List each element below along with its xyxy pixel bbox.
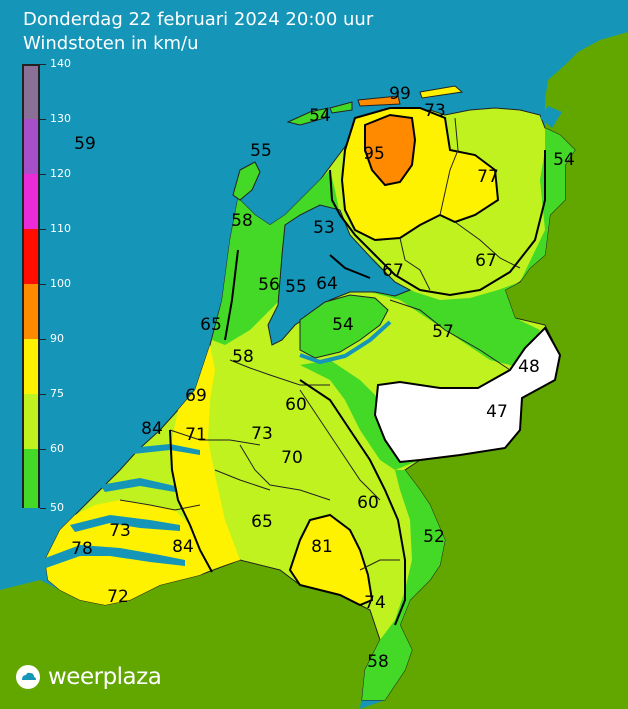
station-value-ijmuiden: 65 [200, 315, 222, 335]
legend-tick-label: 110 [50, 222, 71, 235]
legend-tick-label: 140 [50, 57, 71, 70]
legend-tick [40, 174, 46, 175]
legend-band-120-130 [24, 119, 38, 174]
legend-tick [40, 229, 46, 230]
station-value-den-helder: 58 [231, 211, 253, 231]
nl-zone-white [373, 326, 562, 464]
station-value-stavoren: 53 [313, 218, 335, 238]
station-value-herwijnen: 70 [281, 448, 303, 468]
legend-tick-label: 60 [50, 442, 64, 455]
legend-band-100-110 [24, 229, 38, 284]
station-value-volkel: 60 [357, 493, 379, 513]
legend-tick [40, 508, 46, 509]
legend-tick [40, 284, 46, 285]
legend-band-75-90 [24, 339, 38, 394]
station-value-woensdrecht: 84 [172, 537, 194, 557]
station-value-leeuwarden: 95 [363, 144, 385, 164]
legend-band-130-140 [24, 66, 38, 121]
station-value-ameland: 99 [389, 84, 411, 104]
nl-zone-yellow-west [170, 345, 240, 570]
legend-band-50-60 [24, 449, 38, 508]
germany-land [360, 32, 628, 709]
legend-tick [40, 449, 46, 450]
weerplaza-logo: weerplaza [14, 664, 162, 690]
westerschelde [40, 545, 185, 568]
nieuwe-waterweg [130, 444, 200, 455]
logo-text: weerplaza [48, 664, 162, 690]
map-title: Donderdag 22 februari 2024 20:00 uur [23, 9, 374, 30]
station-value-eindhoven: 81 [311, 537, 333, 557]
legend-tick-label: 50 [50, 501, 64, 514]
station-value-nieuw-beerta: 54 [553, 150, 575, 170]
station-value-hengelo-north: 57 [432, 322, 454, 342]
station-value-rotterdam: 71 [185, 425, 207, 445]
province-borders [119, 117, 521, 571]
station-value-ell: 74 [364, 593, 386, 613]
station-value-de-bilt: 73 [251, 424, 273, 444]
station-value-cadzand: 78 [71, 539, 93, 559]
station-value-dronten: 54 [332, 315, 354, 335]
island-ameland [357, 95, 401, 107]
randmeren [299, 320, 392, 365]
legend-tick-label: 120 [50, 167, 71, 180]
station-value-westdorpe: 72 [107, 587, 129, 607]
station-value-valkenburg: 69 [185, 386, 207, 406]
station-value-hupsel: 47 [486, 402, 508, 422]
legend-tick [40, 339, 46, 340]
oosterschelde [70, 515, 180, 532]
station-value-eelde: 77 [477, 167, 499, 187]
nl-zone-orange [364, 113, 417, 187]
island-terschelling [329, 101, 353, 114]
station-value-venlo: 52 [423, 527, 445, 547]
island-vlieland [286, 107, 329, 126]
island-texel [232, 161, 261, 201]
station-value-hoek-van-holland: 84 [141, 419, 163, 439]
weerplaza-cloud-icon [16, 665, 40, 689]
legend-band-110-120 [24, 174, 38, 229]
station-value-gilze-rijen: 65 [251, 512, 273, 532]
station-value-wijdenes: 56 [258, 275, 280, 295]
legend-tick [40, 119, 46, 120]
station-value-maastricht: 58 [367, 652, 389, 672]
station-value-deelen: 60 [285, 395, 307, 415]
station-value-houtribdijk: 55 [285, 277, 307, 297]
station-value-texel: 55 [250, 141, 272, 161]
station-value-vlieland: 54 [309, 106, 331, 126]
legend-tick [40, 394, 46, 395]
legend-tick [40, 64, 46, 65]
legend-tick-label: 90 [50, 332, 64, 345]
belgium-land [0, 560, 380, 709]
nl-zone-green-east [520, 128, 575, 282]
station-value-hoogeveen: 67 [382, 261, 404, 281]
haringvliet [100, 478, 175, 492]
station-value-vlissingen-north: 73 [109, 521, 131, 541]
station-value-twenthe: 48 [518, 357, 540, 377]
dollard [540, 106, 562, 128]
station-value-schiermonnikoog: 73 [424, 101, 446, 121]
legend-tick-label: 75 [50, 387, 64, 400]
color-legend [22, 64, 40, 508]
island-schiermonnikoog [419, 85, 464, 99]
legend-band-60-75 [24, 394, 38, 449]
isolines [169, 150, 546, 626]
legend-tick-label: 100 [50, 277, 71, 290]
legend-tick-label: 130 [50, 112, 71, 125]
flevoland [299, 294, 389, 359]
nl-zone-green-south [362, 470, 445, 700]
station-value-lelystad: 64 [316, 274, 338, 294]
station-value-schiphol: 58 [232, 347, 254, 367]
nl-zone-yellow-brabant [288, 513, 374, 607]
legend-band-90-100 [24, 284, 38, 339]
map-subtitle: Windstoten in km/u [23, 33, 199, 54]
station-value-hoogeveen-east: 67 [475, 251, 497, 271]
station-value-sea-west: 59 [74, 134, 96, 154]
